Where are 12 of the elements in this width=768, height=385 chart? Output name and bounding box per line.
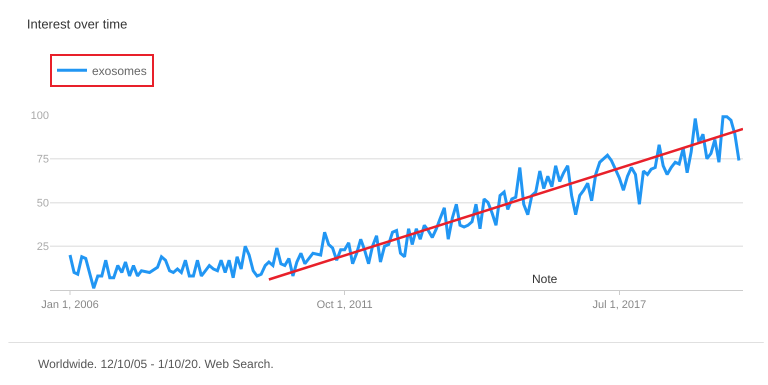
x-tick-label: Oct 1, 2011 — [316, 299, 373, 312]
y-tick-label: 25 — [36, 241, 49, 254]
y-tick-label: 100 — [30, 110, 49, 122]
line-series — [68, 115, 740, 290]
y-tick-label: 75 — [36, 154, 49, 166]
legend-label: exosomes — [92, 64, 147, 78]
x-tick-label: Jul 1, 2017 — [592, 299, 646, 312]
annotation: Note — [532, 272, 558, 286]
text: Worldwide. 12/10/05 - 1/10/20. Web Search. — [38, 357, 274, 371]
chart-title: Interest over time — [26, 16, 128, 32]
y-tick-label: 50 — [36, 197, 49, 210]
x-tick-label: Jan 1, 2006 — [41, 299, 99, 312]
